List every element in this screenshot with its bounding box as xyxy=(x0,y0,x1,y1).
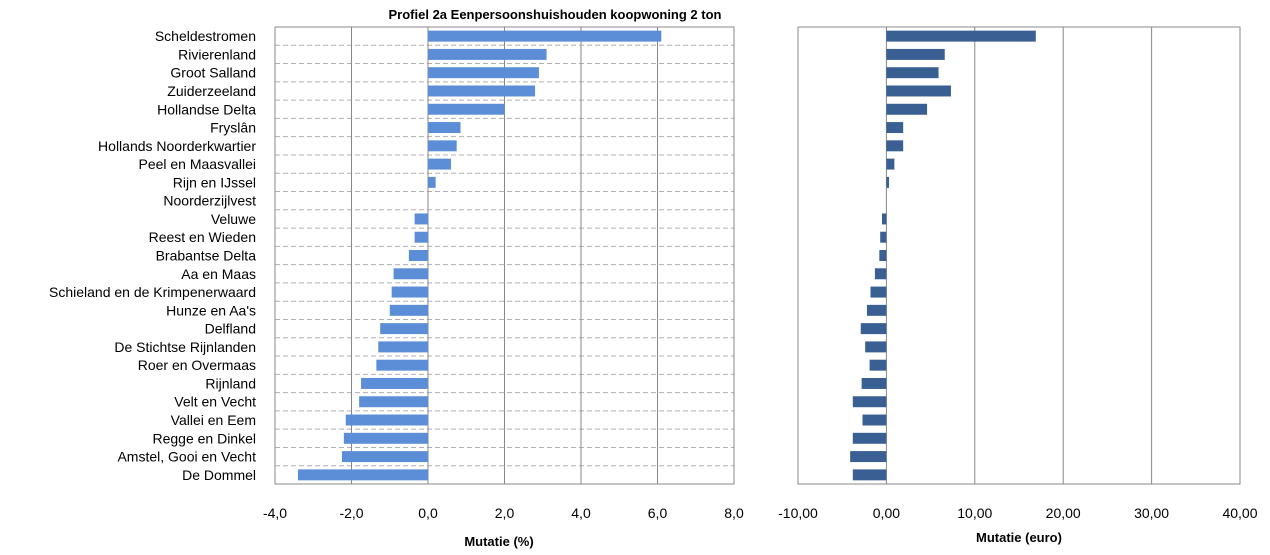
right-bar xyxy=(865,341,887,353)
left-bar xyxy=(428,85,536,97)
right-bar xyxy=(852,396,887,408)
chart-title: Profiel 2a Eenpersoonshuishouden koopwon… xyxy=(389,7,722,22)
category-label: De Stichtse Rijnlanden xyxy=(114,339,256,355)
category-label: Noorderzijlvest xyxy=(163,193,256,209)
right-bar xyxy=(886,48,945,60)
left-bar xyxy=(376,359,428,371)
left-bar xyxy=(414,231,428,243)
left-x-axis-title: Mutatie (%) xyxy=(464,534,533,549)
left-x-tick-label: -2,0 xyxy=(339,505,363,521)
right-bar xyxy=(886,103,928,115)
left-bar xyxy=(428,30,662,42)
left-bar xyxy=(359,396,428,408)
left-bar xyxy=(428,158,451,170)
right-x-tick-label: 10,00 xyxy=(957,505,992,521)
right-bar xyxy=(881,213,887,225)
category-label: De Dommel xyxy=(182,467,256,483)
left-bar xyxy=(428,176,436,188)
category-label: Hollandse Delta xyxy=(157,101,256,117)
right-x-tick-label: -10,00 xyxy=(778,505,818,521)
category-label: Hunze en Aa's xyxy=(166,302,256,318)
right-bar xyxy=(886,140,904,152)
category-label: Vallei en Eem xyxy=(171,412,256,428)
right-bar xyxy=(852,432,887,444)
category-label: Velt en Vecht xyxy=(174,394,256,410)
right-x-tick-label: 40,00 xyxy=(1222,505,1257,521)
category-label: Regge en Dinkel xyxy=(152,430,256,446)
left-x-tick-label: 4,0 xyxy=(571,505,591,521)
left-bar xyxy=(345,414,428,426)
left-bar xyxy=(393,268,428,280)
category-label: Aa en Maas xyxy=(181,266,256,282)
category-label: Schieland en de Krimpenerwaard xyxy=(49,284,256,300)
category-label: Brabantse Delta xyxy=(156,248,257,264)
left-bar xyxy=(297,469,428,481)
category-label: Groot Salland xyxy=(170,65,256,81)
left-x-tick-label: 8,0 xyxy=(724,505,744,521)
right-bar xyxy=(879,250,887,261)
right-bar xyxy=(886,85,951,97)
left-bar xyxy=(428,67,539,79)
right-x-tick-label: 0,00 xyxy=(873,505,900,521)
category-label: Hollands Noorderkwartier xyxy=(98,138,256,154)
left-bar xyxy=(428,122,461,134)
category-label: Rivierenland xyxy=(178,46,256,62)
right-bar xyxy=(880,231,887,243)
category-label: Roer en Overmaas xyxy=(138,357,256,373)
right-bar xyxy=(861,377,887,389)
left-bar xyxy=(428,103,505,115)
right-bar xyxy=(886,30,1036,42)
right-bar xyxy=(850,451,887,463)
category-label: Rijn en IJssel xyxy=(173,174,256,190)
category-label: Peel en Maasvallei xyxy=(138,156,256,172)
left-bar xyxy=(414,213,428,225)
right-bar xyxy=(874,268,887,280)
right-bar xyxy=(870,286,887,298)
left-x-tick-label: 0,0 xyxy=(418,505,438,521)
right-bar xyxy=(866,304,887,316)
right-bar xyxy=(869,359,887,371)
left-bar xyxy=(361,377,428,389)
category-label: Amstel, Gooi en Vecht xyxy=(117,449,256,465)
right-bar xyxy=(886,122,904,134)
category-label: Zuiderzeeland xyxy=(167,83,256,99)
left-bar xyxy=(378,341,428,353)
right-x-tick-label: 20,00 xyxy=(1046,505,1081,521)
left-x-tick-label: 2,0 xyxy=(495,505,515,521)
right-bar xyxy=(862,414,887,426)
right-chart: -10,00 0,00 10,00 20,00 30,00 40,00 Mutatie (e… xyxy=(778,26,1258,545)
left-bar xyxy=(391,286,428,298)
category-label: Delfland xyxy=(205,321,256,337)
right-bar xyxy=(852,469,887,481)
right-bar xyxy=(886,67,939,79)
left-bar xyxy=(389,304,428,316)
right-x-axis-title: Mutatie (euro) xyxy=(976,530,1062,545)
category-label: Fryslân xyxy=(210,120,256,136)
left-x-tick-label: -4,0 xyxy=(263,505,287,521)
category-label: Veluwe xyxy=(211,211,256,227)
left-bar xyxy=(428,140,457,152)
left-bar xyxy=(380,323,428,335)
right-bar xyxy=(860,323,887,335)
right-x-tick-label: 30,00 xyxy=(1134,505,1169,521)
right-bar xyxy=(886,158,895,170)
left-bar xyxy=(428,48,547,60)
left-bar xyxy=(341,451,428,463)
category-label: Rijnland xyxy=(205,375,256,391)
category-label: Reest en Wieden xyxy=(149,229,256,245)
left-bar xyxy=(408,250,428,261)
left-x-tick-label: 6,0 xyxy=(648,505,668,521)
right-bar xyxy=(886,176,890,188)
category-label: Scheldestromen xyxy=(155,28,256,44)
left-chart: -4,0 -2,0 0,0 2,0 4,0 6,0 8,0 Scheldestromen Riv… xyxy=(49,7,744,549)
left-bar xyxy=(343,432,428,444)
